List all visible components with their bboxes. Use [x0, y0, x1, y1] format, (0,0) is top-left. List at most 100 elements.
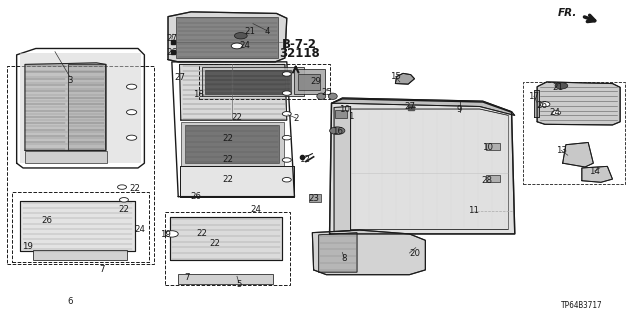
- Text: 11: 11: [468, 206, 479, 215]
- Bar: [25, 151, 107, 163]
- Circle shape: [552, 111, 561, 115]
- Text: 19: 19: [160, 230, 171, 239]
- Text: 4: 4: [265, 28, 270, 36]
- Text: 10: 10: [339, 105, 350, 114]
- Circle shape: [120, 197, 129, 202]
- Bar: [486, 143, 500, 150]
- Polygon shape: [332, 98, 515, 116]
- Bar: [205, 70, 291, 94]
- Text: 3: 3: [67, 76, 72, 85]
- Text: 27: 27: [174, 73, 185, 82]
- Circle shape: [540, 102, 550, 107]
- Text: 22: 22: [222, 175, 233, 184]
- Text: 25: 25: [321, 88, 332, 97]
- Circle shape: [166, 231, 178, 237]
- Bar: [486, 175, 500, 182]
- Text: 8: 8: [342, 254, 347, 263]
- Text: 24: 24: [550, 108, 561, 117]
- Bar: [176, 17, 278, 58]
- Polygon shape: [319, 233, 357, 272]
- Circle shape: [127, 84, 137, 89]
- Bar: [20, 53, 141, 163]
- Circle shape: [282, 112, 291, 116]
- Circle shape: [282, 135, 291, 140]
- Circle shape: [282, 178, 291, 182]
- Bar: [202, 67, 304, 96]
- Text: 28: 28: [482, 176, 493, 185]
- Text: 22: 22: [209, 239, 220, 248]
- Text: 24: 24: [251, 205, 262, 214]
- Bar: [180, 123, 284, 166]
- Text: 26: 26: [42, 216, 53, 225]
- Text: 6: 6: [67, 297, 72, 306]
- Text: 27: 27: [404, 102, 415, 111]
- Text: 32118: 32118: [279, 47, 320, 60]
- Circle shape: [282, 91, 291, 95]
- Text: 26: 26: [190, 192, 201, 201]
- Bar: [166, 212, 290, 285]
- Text: 5: 5: [236, 280, 242, 289]
- Bar: [12, 192, 150, 262]
- Text: 1: 1: [348, 113, 353, 122]
- Circle shape: [555, 83, 568, 89]
- Circle shape: [282, 158, 291, 162]
- Polygon shape: [168, 12, 287, 62]
- Bar: [298, 74, 320, 90]
- Circle shape: [234, 33, 247, 39]
- Circle shape: [282, 72, 291, 76]
- Circle shape: [127, 110, 137, 115]
- Text: 27: 27: [166, 35, 177, 44]
- Bar: [523, 82, 625, 184]
- Text: 22: 22: [118, 205, 129, 214]
- Text: 26: 26: [537, 101, 548, 110]
- Text: 14: 14: [589, 167, 600, 176]
- Text: FR.: FR.: [558, 8, 577, 19]
- Polygon shape: [351, 109, 508, 229]
- Text: 13: 13: [556, 146, 567, 155]
- Text: 22: 22: [196, 229, 207, 238]
- Bar: [178, 274, 273, 284]
- Polygon shape: [25, 63, 106, 150]
- Text: 9: 9: [456, 105, 462, 114]
- Circle shape: [118, 185, 127, 189]
- Bar: [198, 64, 330, 99]
- Text: 22: 22: [222, 155, 233, 164]
- Text: 24: 24: [239, 41, 250, 51]
- Polygon shape: [537, 82, 620, 125]
- Circle shape: [330, 127, 345, 134]
- Polygon shape: [396, 73, 415, 84]
- Text: 21: 21: [244, 28, 255, 36]
- Text: 7: 7: [184, 273, 190, 282]
- Polygon shape: [20, 201, 135, 251]
- Text: B-7-2: B-7-2: [282, 38, 317, 51]
- Text: 22: 22: [222, 134, 233, 143]
- Text: 18: 18: [193, 90, 204, 99]
- Text: 22: 22: [129, 184, 140, 193]
- Text: 12: 12: [299, 155, 310, 164]
- Polygon shape: [312, 230, 426, 275]
- Polygon shape: [330, 99, 515, 234]
- Polygon shape: [179, 166, 294, 197]
- Bar: [7, 66, 154, 264]
- Bar: [294, 69, 325, 94]
- Polygon shape: [334, 107, 351, 232]
- Ellipse shape: [328, 93, 337, 100]
- Text: 15: 15: [390, 72, 401, 81]
- Text: 16: 16: [332, 127, 343, 136]
- Text: TP64B3717: TP64B3717: [561, 301, 603, 310]
- Polygon shape: [170, 217, 282, 260]
- Polygon shape: [563, 142, 593, 167]
- Bar: [309, 194, 321, 202]
- Text: 21: 21: [552, 83, 563, 92]
- Text: 23: 23: [308, 194, 319, 203]
- Polygon shape: [179, 64, 287, 120]
- Text: 17: 17: [529, 92, 540, 101]
- Text: 7: 7: [99, 265, 104, 275]
- Bar: [335, 110, 348, 118]
- Ellipse shape: [317, 93, 326, 100]
- Text: 10: 10: [482, 143, 493, 152]
- Text: 26: 26: [166, 48, 177, 57]
- Bar: [33, 250, 127, 260]
- Polygon shape: [582, 166, 612, 182]
- Circle shape: [231, 43, 243, 49]
